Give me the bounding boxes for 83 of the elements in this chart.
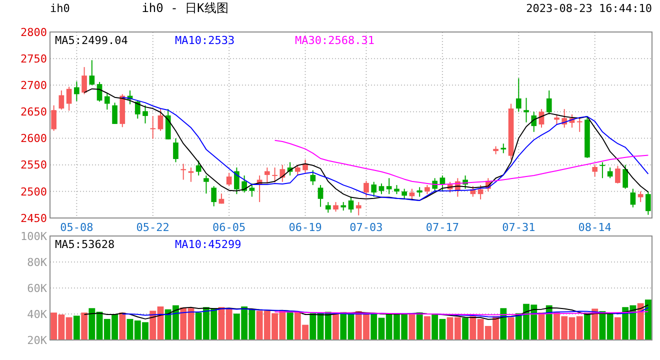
candlestick <box>630 188 636 208</box>
candlestick <box>371 181 377 198</box>
candlestick <box>378 182 384 195</box>
x-tick-label: 06-05 <box>212 221 246 234</box>
text: ih0 <box>50 2 70 15</box>
chart-title: ih0 - 日K线图 <box>142 1 228 15</box>
candlestick <box>188 167 194 182</box>
text: MA5:2499.04 <box>55 34 128 47</box>
candlestick <box>58 90 64 110</box>
candlestick <box>66 86 72 112</box>
candlestick <box>432 178 438 192</box>
y-tick-label: 2650 <box>20 106 47 119</box>
candlestick <box>576 116 582 132</box>
candlestick <box>500 143 506 154</box>
candlestick <box>211 186 216 207</box>
candlestick <box>104 93 110 110</box>
text: MA10:2533 <box>175 34 235 47</box>
candlestick <box>196 160 202 176</box>
candlestick <box>402 188 408 200</box>
y-tick-label: 2500 <box>20 185 47 198</box>
candlestick <box>226 172 232 187</box>
y-tick-label: 20K <box>27 334 48 347</box>
y-tick-label: 100K <box>20 230 48 243</box>
candlestick <box>531 111 537 132</box>
candlestick <box>546 90 552 115</box>
candlestick <box>348 196 354 214</box>
x-tick-label: 06-19 <box>288 221 322 234</box>
candlestick <box>356 202 362 216</box>
text: MA5:53628 <box>55 238 115 251</box>
y-tick-label: 80K <box>27 256 48 269</box>
y-tick-label: 60K <box>27 282 48 295</box>
candlestick <box>615 165 620 184</box>
text: MA30:2568.31 <box>295 34 374 47</box>
candlestick <box>150 115 156 140</box>
candlestick <box>364 180 369 198</box>
candlestick <box>310 170 316 186</box>
candlestick <box>142 104 148 124</box>
candlestick <box>394 184 400 195</box>
candlestick <box>554 114 560 126</box>
candlestick <box>592 164 598 178</box>
candlestick <box>264 167 270 184</box>
candlestick <box>173 138 178 163</box>
y-tick-label: 2700 <box>20 78 47 92</box>
candlestick <box>82 66 87 95</box>
y-tick-label: 2800 <box>20 26 47 39</box>
candlestick <box>158 108 164 132</box>
candlestick <box>294 164 300 176</box>
candlestick <box>386 178 392 195</box>
y-tick-label: 40K <box>27 308 48 321</box>
candlestick <box>180 163 186 180</box>
candlestick <box>74 80 80 102</box>
candlestick <box>424 184 430 195</box>
candlestick <box>249 182 255 198</box>
x-tick-label: 08-14 <box>578 221 612 234</box>
candlestick <box>134 100 140 120</box>
x-tick-label: 07-31 <box>502 221 536 234</box>
text: 2023-08-23 16:44:10 <box>526 2 652 15</box>
candlestick <box>516 78 522 112</box>
candlestick <box>204 174 209 194</box>
candlestick <box>333 202 338 212</box>
candlestick <box>622 164 628 190</box>
candlestick <box>607 167 613 179</box>
candlestick <box>646 190 651 216</box>
candlestick <box>325 202 331 214</box>
candlestick <box>165 108 171 140</box>
x-tick-label: 07-17 <box>426 221 460 234</box>
y-tick-label: 2750 <box>20 52 47 66</box>
y-tick-label: 2600 <box>20 132 47 146</box>
y-tick-label: 2550 <box>20 158 47 172</box>
candlestick <box>318 184 324 208</box>
candlestick <box>234 167 240 195</box>
text: MA10:45299 <box>175 238 242 251</box>
candlestick <box>272 167 278 183</box>
candlestick <box>112 102 118 124</box>
candlestick <box>242 174 247 193</box>
candlestick <box>638 190 644 203</box>
candlestick <box>51 104 56 132</box>
candlestick <box>524 97 529 123</box>
x-tick-label: 07-03 <box>350 221 383 234</box>
x-tick-label: 05-08 <box>60 221 94 234</box>
candlestick <box>89 60 95 86</box>
x-tick-label: 05-22 <box>136 221 170 234</box>
y-tick-label: 2450 <box>20 212 47 225</box>
